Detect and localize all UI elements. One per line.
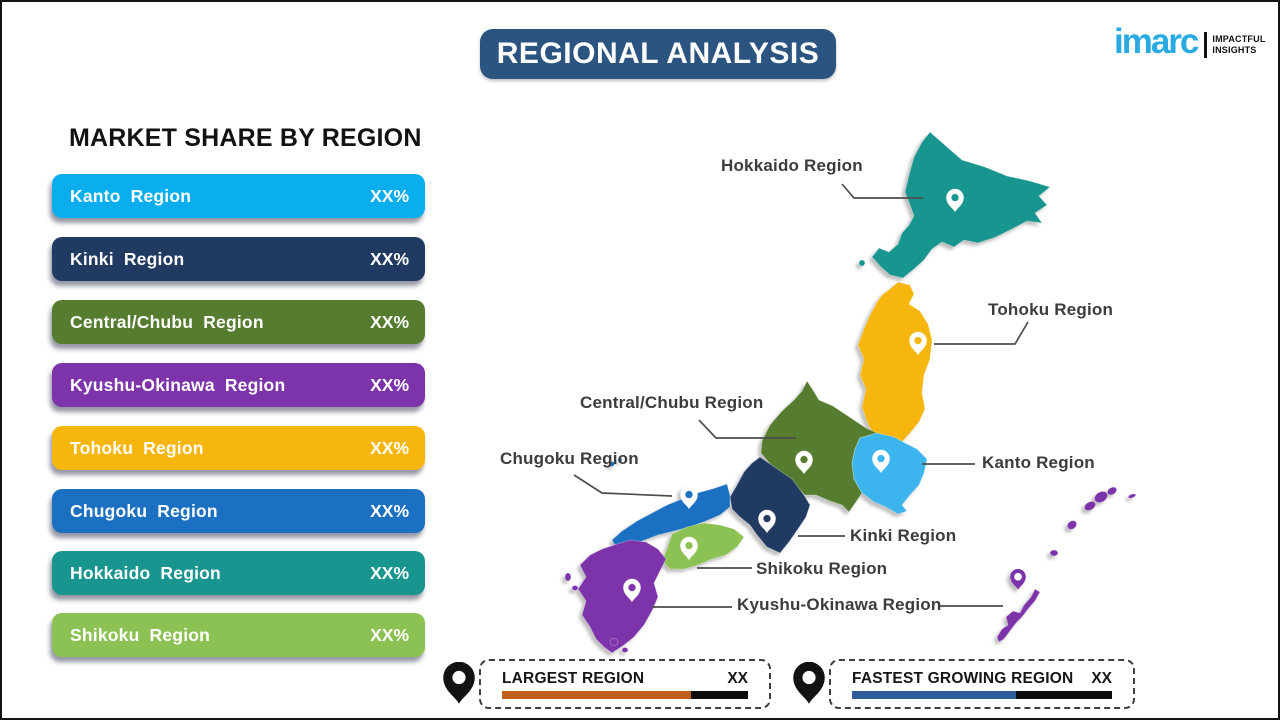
iki-island xyxy=(571,585,579,591)
kyushu-south-island xyxy=(609,638,619,646)
oki-islands xyxy=(617,457,623,463)
amami-islands xyxy=(1094,491,1108,503)
map-label-hokkaido: Hokkaido Region xyxy=(721,156,863,175)
fastest-growing-pin-icon xyxy=(793,662,825,704)
kyushu-pin xyxy=(623,578,641,603)
fastest-growing-label: FASTEST GROWING REGION xyxy=(852,669,1074,687)
panel-title: MARKET SHARE BY REGION xyxy=(69,124,422,152)
chubu-pin xyxy=(795,450,813,475)
largest-region-pin-icon xyxy=(443,662,475,704)
imarc-logo-text: imarc xyxy=(1114,22,1199,61)
okinawa-pin xyxy=(1009,568,1027,591)
share-bar-label: Central/Chubu Region xyxy=(70,311,264,332)
shikoku-pin xyxy=(680,536,698,561)
region-kinki-shape xyxy=(729,456,811,554)
region-shikoku-shape xyxy=(661,522,745,570)
logo-tagline-line2: INSIGHTS xyxy=(1212,44,1257,55)
largest-region-bar-fill xyxy=(502,690,692,699)
leader-line-chubu xyxy=(698,419,796,439)
largest-region-value: XX xyxy=(727,669,748,687)
kyushu-south-island xyxy=(621,647,629,653)
imarc-logo: imarc IMPACTFUL INSIGHTS xyxy=(1114,24,1266,59)
map-label-kyushu-okinawa: Kyushu-Okinawa Region xyxy=(737,595,942,614)
logo-tagline: IMPACTFUL INSIGHTS xyxy=(1212,34,1265,55)
share-bar-chugoku: Chugoku Region XX% xyxy=(52,489,425,533)
amami-islands xyxy=(1106,486,1118,496)
map-label-tohoku: Tohoku Region xyxy=(988,300,1114,319)
okinawa-islands xyxy=(1049,549,1059,557)
region-tohoku-shape xyxy=(857,281,933,443)
region-kyushu-shape xyxy=(577,539,667,654)
share-bar-value: XX% xyxy=(370,562,409,583)
leader-line-chugoku xyxy=(573,474,673,497)
logo-divider xyxy=(1204,31,1208,58)
share-bar-value: XX% xyxy=(370,311,409,332)
map-label-kinki: Kinki Region xyxy=(850,526,957,545)
japan-map xyxy=(564,131,1137,654)
fastest-growing-bar xyxy=(852,690,1112,699)
kinki-pin xyxy=(758,509,776,534)
amami-islands xyxy=(1127,493,1137,499)
share-bar-value: XX% xyxy=(370,374,409,395)
map-label-chubu: Central/Chubu Region xyxy=(580,393,764,412)
share-bar-chubu: Central/Chubu Region XX% xyxy=(52,300,425,344)
share-bar-kyushu-okinawa: Kyushu-Okinawa Region XX% xyxy=(52,363,425,407)
tohoku-pin xyxy=(909,331,927,356)
fastest-growing-box: FASTEST GROWING REGION XX xyxy=(829,659,1135,709)
share-bar-value: XX% xyxy=(370,624,409,645)
map-label-kanto: Kanto Region xyxy=(982,453,1095,472)
share-bar-shikoku: Shikoku Region XX% xyxy=(52,613,425,657)
fastest-growing-value: XX xyxy=(1091,669,1112,687)
page-title-banner: REGIONAL ANALYSIS xyxy=(480,29,836,79)
share-bar-label: Kinki Region xyxy=(70,248,185,269)
share-bar-label: Kyushu-Okinawa Region xyxy=(70,374,286,395)
share-bar-value: XX% xyxy=(370,248,409,269)
kanto-pin xyxy=(872,449,890,474)
share-bar-kanto: Kanto Region XX% xyxy=(52,174,425,218)
map-label-chugoku: Chugoku Region xyxy=(500,449,639,468)
share-bar-value: XX% xyxy=(370,437,409,458)
share-bar-label: Chugoku Region xyxy=(70,500,218,521)
share-bar-label: Shikoku Region xyxy=(70,624,211,645)
leader-line-tohoku xyxy=(934,321,1029,345)
share-bar-kinki: Kinki Region XX% xyxy=(52,237,425,281)
map-label-shikoku: Shikoku Region xyxy=(756,559,888,578)
amami-islands xyxy=(1084,501,1096,511)
share-bar-label: Hokkaido Region xyxy=(70,562,221,583)
largest-region-label: LARGEST REGION xyxy=(502,669,645,687)
page-title: REGIONAL ANALYSIS xyxy=(496,37,820,70)
oki-islands xyxy=(609,461,615,467)
share-bar-label: Tohoku Region xyxy=(70,437,204,458)
share-bar-value: XX% xyxy=(370,500,409,521)
hokkaido-pin xyxy=(946,188,964,213)
region-kanto-shape xyxy=(851,432,928,515)
leader-line-hokkaido xyxy=(841,183,923,199)
logo-tagline-line1: IMPACTFUL xyxy=(1212,34,1266,45)
chugoku-pin xyxy=(680,485,698,510)
share-bar-tohoku: Tohoku Region XX% xyxy=(52,426,425,470)
region-hokkaido-shape xyxy=(871,131,1051,279)
share-bar-label: Kanto Region xyxy=(70,185,192,206)
island-okushiri xyxy=(858,259,866,267)
okinawa-main-island xyxy=(996,588,1041,643)
share-bar-hokkaido: Hokkaido Region XX% xyxy=(52,551,425,595)
fastest-growing-bar-fill xyxy=(852,690,1016,699)
largest-region-bar xyxy=(502,690,748,699)
tsushima-island xyxy=(564,572,572,582)
okinawa-islands xyxy=(1066,520,1078,530)
share-bar-value: XX% xyxy=(370,185,409,206)
largest-region-box: LARGEST REGION XX xyxy=(479,659,771,709)
